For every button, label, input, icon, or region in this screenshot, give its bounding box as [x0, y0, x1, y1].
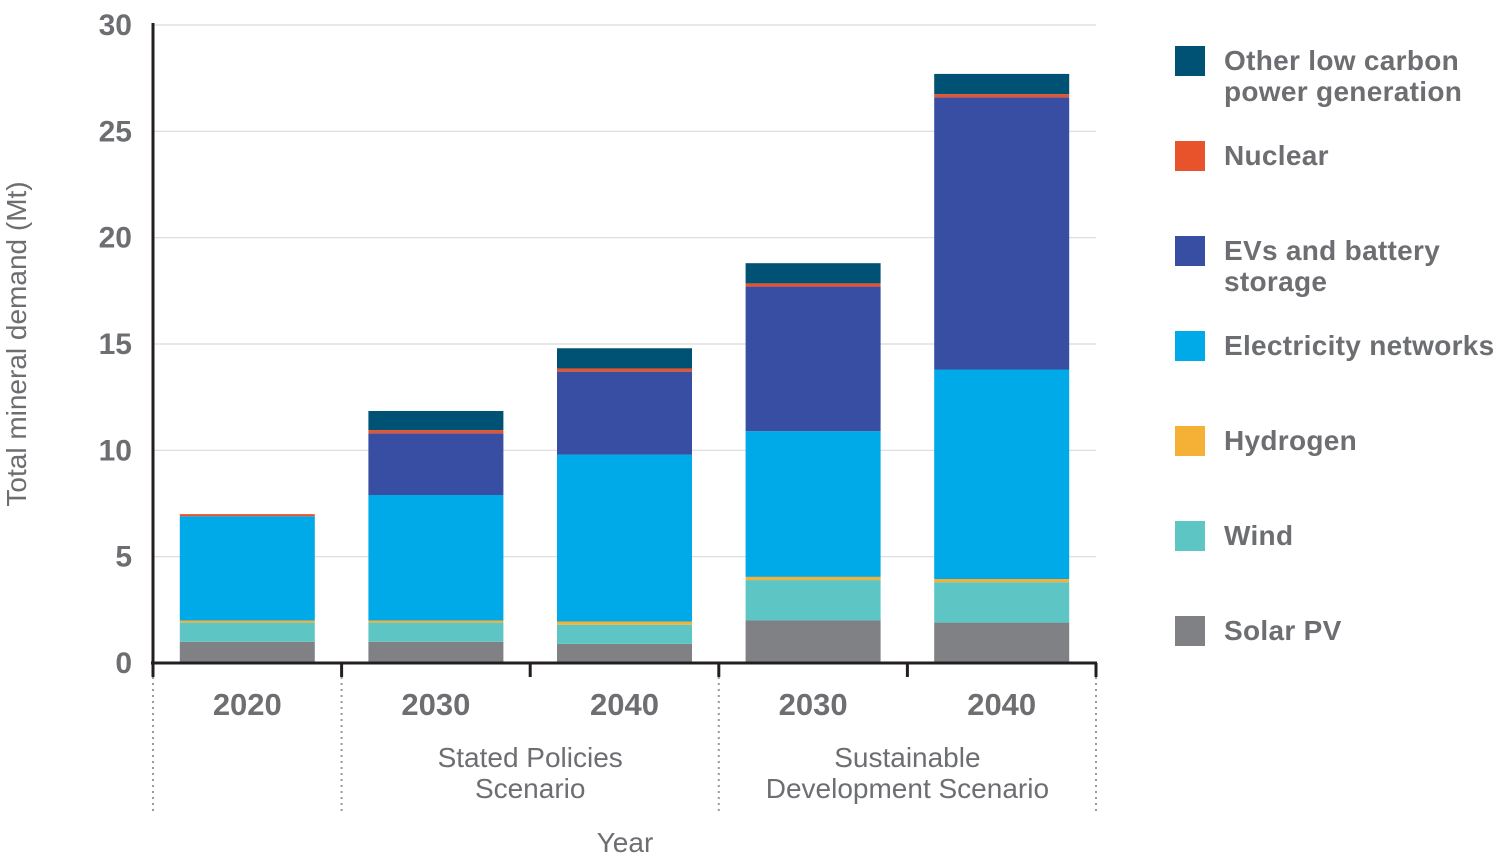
bar-segment	[179, 622, 315, 642]
legend-item: Electricity networks	[1175, 330, 1500, 361]
group-label: Scenario	[475, 773, 586, 804]
legend-label: Wind	[1224, 520, 1294, 551]
legend-item: Other low carbon power generation	[1175, 45, 1500, 107]
bar-segment	[745, 620, 881, 663]
group-label: Development Scenario	[766, 773, 1049, 804]
y-tick-label: 30	[99, 9, 132, 42]
y-tick-labels: 0 5 10 15 20 25 30	[99, 9, 132, 680]
legend-swatch	[1175, 521, 1205, 551]
bar-segment	[368, 641, 504, 663]
legend-item: EVs and battery storage	[1175, 235, 1500, 297]
bar-segment	[557, 643, 692, 663]
x-tick-label: 2030	[401, 687, 470, 722]
y-axis-title: Total mineral demand (Mt)	[1, 181, 32, 506]
group-label: Stated Policies	[438, 742, 623, 773]
x-axis-title: Year	[597, 827, 654, 855]
legend-item: Solar PV	[1175, 615, 1500, 646]
bar-segment	[557, 454, 692, 622]
bar-segment	[934, 97, 1070, 370]
legend-item: Hydrogen	[1175, 425, 1500, 456]
bar-segment	[745, 580, 881, 621]
legend: Other low carbon power generation Nuclear…	[1175, 0, 1500, 700]
bar-segment	[934, 582, 1070, 623]
x-tick-label: 2040	[590, 687, 659, 722]
legend-label: EVs and battery storage	[1224, 235, 1441, 297]
bar-segment	[179, 641, 315, 663]
axes	[151, 23, 1098, 815]
bar-segment	[934, 94, 1070, 98]
bar-segment	[745, 431, 881, 577]
legend-swatch	[1175, 616, 1205, 646]
x-tick-label: 2030	[779, 687, 848, 722]
bar-segment	[179, 620, 315, 623]
bar-segment	[934, 73, 1070, 95]
bar-segment	[179, 514, 315, 517]
y-tick-label: 25	[99, 115, 132, 148]
y-tick-label: 15	[99, 328, 132, 361]
legend-swatch	[1175, 46, 1205, 76]
bar-segment	[368, 410, 504, 431]
legend-swatch	[1175, 236, 1205, 266]
y-tick-label: 10	[99, 434, 132, 467]
x-tick-label: 2020	[213, 687, 282, 722]
legend-label: Electricity networks	[1224, 330, 1495, 361]
bar-segment	[745, 286, 881, 432]
bar-segment	[557, 624, 692, 644]
bar-segment	[934, 369, 1070, 579]
legend-label: Other low carbon power generation	[1224, 45, 1463, 107]
x-tick-label: 2040	[967, 687, 1036, 722]
bar-segment	[745, 576, 881, 581]
bar-segment	[745, 263, 881, 284]
legend-swatch	[1175, 426, 1205, 456]
legend-swatch	[1175, 331, 1205, 361]
bar-segment	[557, 348, 692, 369]
legend-label: Solar PV	[1224, 615, 1342, 646]
bar-segment	[368, 494, 504, 621]
bar-segment	[934, 622, 1070, 663]
y-tick-label: 0	[115, 647, 132, 680]
bar-segment	[745, 283, 881, 287]
legend-label: Hydrogen	[1224, 425, 1358, 456]
y-tick-label: 20	[99, 222, 132, 255]
legend-item: Wind	[1175, 520, 1500, 551]
bar-segment	[368, 620, 504, 623]
bar-segment	[557, 371, 692, 455]
legend-swatch	[1175, 141, 1205, 171]
bar-segment	[368, 430, 504, 434]
y-tick-label: 5	[115, 541, 132, 574]
group-label: Sustainable	[834, 742, 980, 773]
legend-item: Nuclear	[1175, 140, 1500, 171]
bar-segment	[557, 368, 692, 372]
bar-segment	[179, 516, 315, 621]
stacked-bar-chart: 0 5 10 15 20 25 30 2020 2030 2040 2030 2040 Stated…	[1, 9, 1098, 855]
legend-label: Nuclear	[1224, 140, 1329, 171]
bar-segment	[368, 433, 504, 495]
bar-segment	[368, 622, 504, 642]
x-tick-labels: 2020 2030 2040 2030 2040	[213, 687, 1036, 722]
bar-segment	[557, 621, 692, 625]
bar-segment	[934, 578, 1070, 583]
bar-marks	[179, 73, 1070, 663]
